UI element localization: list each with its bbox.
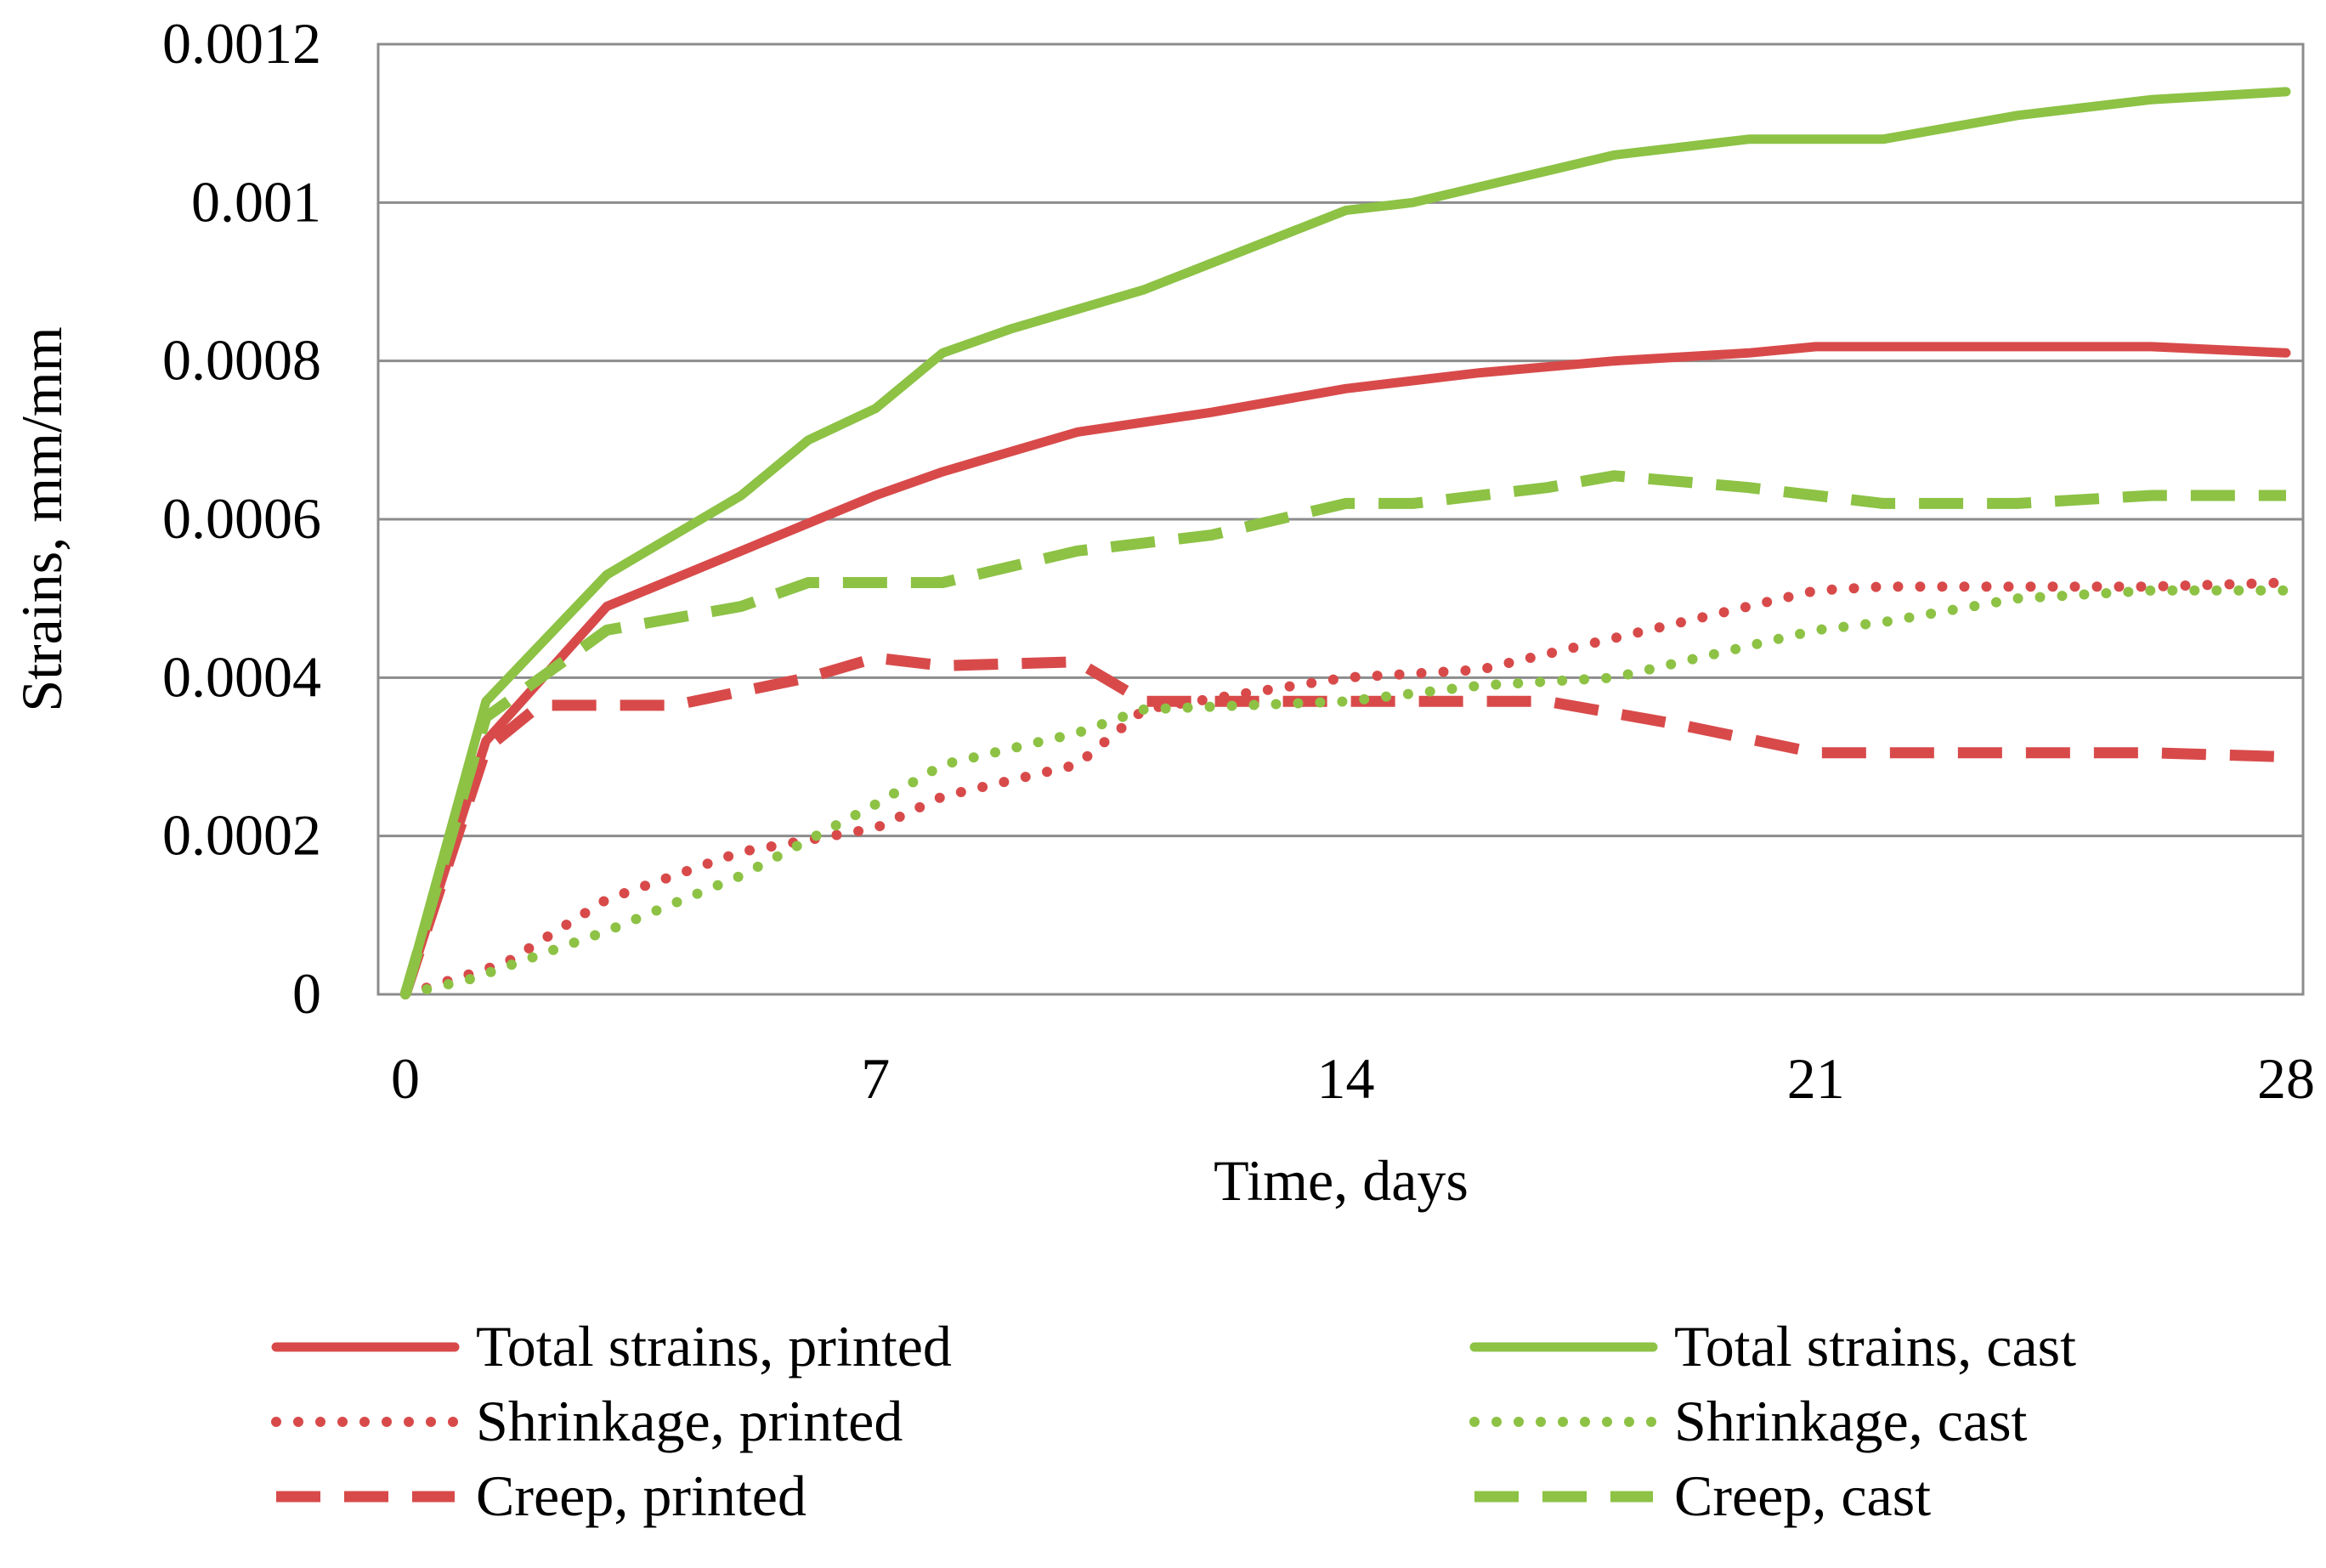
y-tick-label: 0.0012 [162, 11, 321, 76]
y-tick-label: 0 [292, 961, 321, 1026]
legend-label: Creep, printed [476, 1463, 806, 1528]
y-tick-label: 0.0006 [162, 486, 321, 551]
x-tick-label: 28 [2257, 1046, 2315, 1111]
x-tick-label: 21 [1787, 1046, 1845, 1111]
plot-area-frame [376, 42, 2305, 996]
series-line-4 [400, 87, 2291, 999]
legend-label: Total strains, printed [476, 1314, 952, 1378]
legend-label: Creep, cast [1674, 1463, 1931, 1528]
series-line-2 [400, 577, 2291, 999]
y-axis-title: Strains, mm/mm [9, 326, 74, 711]
x-tick-label: 7 [861, 1046, 890, 1111]
legend: Total strains, printed Shrinkage, printed… [271, 1314, 2076, 1528]
x-tick-label: 14 [1317, 1046, 1375, 1111]
legend-label: Total strains, cast [1674, 1314, 2076, 1378]
y-tick-label: 0.0004 [162, 644, 321, 709]
legend-label: Shrinkage, cast [1674, 1389, 2028, 1453]
x-axis-title: Time, days [1214, 1148, 1469, 1213]
y-tick-label: 0.0002 [162, 803, 321, 868]
y-tick-label: 0.001 [191, 169, 321, 234]
series-line-1 [400, 342, 2291, 999]
gridlines [378, 42, 2303, 838]
y-tick-label: 0.0008 [162, 328, 321, 393]
x-axis-tick-labels: 0 7 14 21 28 [391, 1046, 2315, 1111]
series-line-3 [399, 652, 2287, 997]
legend-label: Shrinkage, printed [476, 1389, 903, 1453]
series-lines [399, 87, 2291, 999]
y-axis-tick-labels: 0 0.0002 0.0004 0.0006 0.0008 0.001 0.0012 [162, 11, 321, 1026]
series-line-6 [399, 470, 2286, 996]
series-line-5 [400, 585, 2291, 999]
x-tick-label: 0 [391, 1046, 420, 1111]
